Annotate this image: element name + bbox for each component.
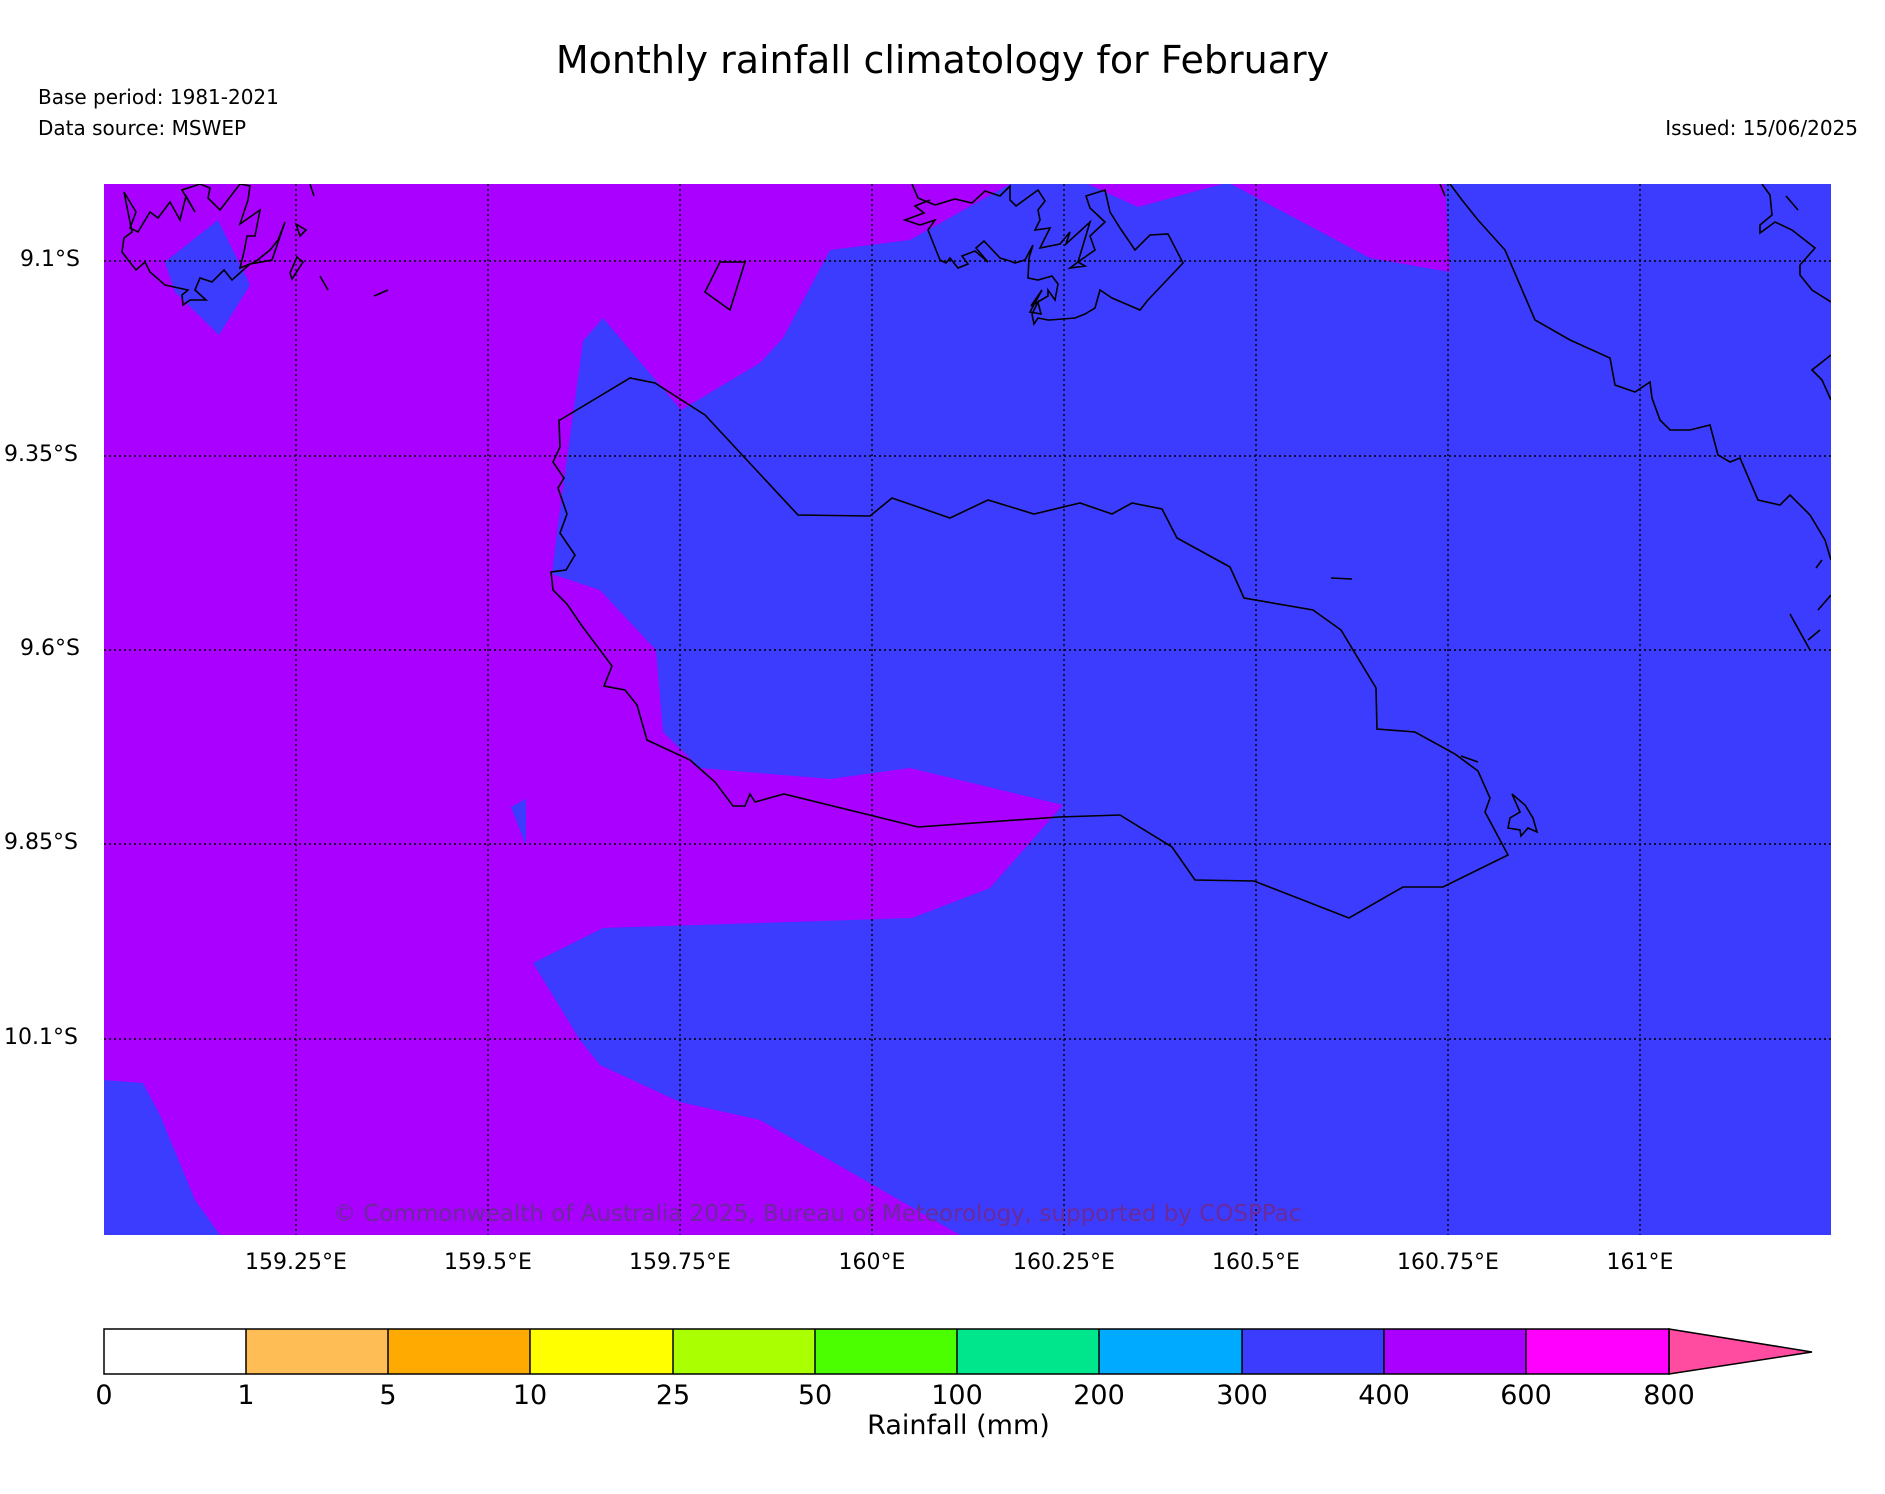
colorbar-outline bbox=[103, 1328, 1670, 1375]
rainfall-region-400-600-top bbox=[1088, 184, 1222, 207]
base-period: Base period: 1981-2021 bbox=[38, 85, 279, 109]
data-source: Data source: MSWEP bbox=[38, 116, 247, 140]
colorbar-swatch-600-800 bbox=[1526, 1329, 1669, 1374]
colorbar-swatch-200-300 bbox=[1099, 1329, 1242, 1374]
chart-title: Monthly rainfall climatology for Februar… bbox=[555, 38, 1330, 82]
colorbar-tick-label: 300 bbox=[1216, 1380, 1268, 1411]
lon-label-161: 161°E bbox=[1606, 1250, 1674, 1275]
colorbar-swatch-300-400 bbox=[1242, 1329, 1384, 1374]
rainfall-region-300-400-sliver bbox=[511, 799, 526, 845]
rainfall-region-300-400-main bbox=[533, 184, 1831, 1235]
coastline-east-spur bbox=[1460, 755, 1479, 763]
coastline-florida-islands bbox=[902, 184, 1184, 327]
colorbar-tick-label: 800 bbox=[1643, 1380, 1695, 1411]
colorbar-tick-label: 10 bbox=[512, 1380, 548, 1411]
coastline-islet-nw-5 bbox=[373, 289, 389, 297]
coastline-islet-nw-4 bbox=[319, 275, 329, 291]
colorbar-extend-arrow bbox=[1668, 1328, 1813, 1375]
colorbar-swatch-100-200 bbox=[957, 1329, 1099, 1374]
colorbar-tick-label: 600 bbox=[1500, 1380, 1552, 1411]
lat-label-9-1: 9.1°S bbox=[20, 247, 80, 272]
colorbar-swatch-1-5 bbox=[246, 1329, 388, 1374]
coastline-malaita bbox=[1449, 184, 1831, 561]
coastline-islet-nw-3 bbox=[309, 184, 315, 197]
colorbar-title: Rainfall (mm) bbox=[867, 1410, 1050, 1441]
coastline-savo bbox=[703, 261, 747, 312]
colorbar-tick-label: 200 bbox=[1073, 1380, 1125, 1411]
coastline-russell-islands bbox=[121, 184, 286, 307]
coastline-malaita-south bbox=[1789, 594, 1831, 651]
rainfall-region-300-400-sw bbox=[104, 1080, 220, 1235]
lon-label-160: 160°E bbox=[838, 1250, 906, 1275]
lon-label-160-75: 160.75°E bbox=[1397, 1250, 1499, 1275]
coastline-malaita-spur bbox=[1439, 184, 1446, 197]
lat-label-9-35: 9.35°S bbox=[4, 442, 78, 467]
colorbar-tick-label: 25 bbox=[655, 1380, 691, 1411]
coastline-guadalcanal-east bbox=[1507, 793, 1539, 838]
lon-label-159-25: 159.25°E bbox=[245, 1250, 347, 1275]
colorbar-swatch-0-1 bbox=[104, 1329, 246, 1374]
coastline-islet-nw-2 bbox=[294, 222, 308, 238]
colorbar-tick-label: 100 bbox=[931, 1380, 983, 1411]
lat-label-10-1: 10.1°S bbox=[4, 1025, 78, 1050]
colorbar-swatch-400-600 bbox=[1384, 1329, 1526, 1374]
coastline-islet-nw-1 bbox=[289, 255, 305, 281]
rainfall-region-300-400-nw bbox=[165, 220, 250, 335]
lat-label-9-85: 9.85°S bbox=[4, 830, 78, 855]
colorbar-swatch-50-100 bbox=[815, 1329, 957, 1374]
issued-date: Issued: 15/06/2025 bbox=[1665, 116, 1858, 140]
colorbar-tick-label: 400 bbox=[1358, 1380, 1410, 1411]
lon-label-159-75: 159.75°E bbox=[629, 1250, 731, 1275]
colorbar-swatch-25-50 bbox=[673, 1329, 815, 1374]
lon-label-160-5: 160.5°E bbox=[1212, 1250, 1300, 1275]
colorbar bbox=[103, 1328, 1813, 1375]
colorbar-tick-label: 1 bbox=[237, 1380, 255, 1411]
coastline-lines bbox=[121, 184, 1831, 919]
colorbar-tick-label: 0 bbox=[95, 1380, 113, 1411]
lon-label-160-25: 160.25°E bbox=[1013, 1250, 1115, 1275]
lon-label-159-5: 159.5°E bbox=[444, 1250, 532, 1275]
colorbar-tick-label: 50 bbox=[797, 1380, 833, 1411]
graticule bbox=[104, 184, 1831, 1235]
lat-label-9-6: 9.6°S bbox=[20, 636, 80, 661]
colorbar-swatch-5-10 bbox=[388, 1329, 530, 1374]
copyright-notice: © Commonwealth of Australia 2025, Bureau… bbox=[333, 1201, 1302, 1227]
colorbar-tick-label: 5 bbox=[379, 1380, 397, 1411]
coastline-islet-east bbox=[1330, 577, 1353, 580]
coastline-malaita-islet bbox=[1815, 559, 1823, 569]
coastline-guadalcanal bbox=[550, 377, 1510, 919]
colorbar-swatch-10-25 bbox=[530, 1329, 673, 1374]
